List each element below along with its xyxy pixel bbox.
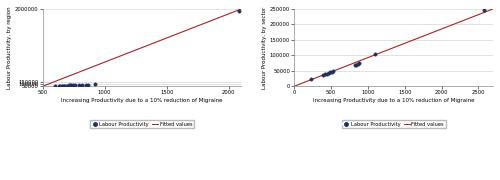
Point [354,62,362,65]
Legend: Labour Productivity, Fitted values: Labour Productivity, Fitted values [90,120,194,129]
Point [62,84,70,87]
Legend: Labour Productivity, Fitted values: Labour Productivity, Fitted values [342,120,446,129]
Point [82,83,90,86]
Point [330,69,338,72]
Point [321,73,329,76]
Point [84,83,92,86]
Point [372,52,380,55]
Point [51,85,59,87]
Point [56,84,64,87]
Point [74,84,82,86]
Point [355,61,363,64]
Point [235,9,243,12]
Point [78,83,86,86]
Point [90,83,98,86]
Point [71,84,79,87]
Point [350,64,358,67]
Point [67,84,75,87]
Point [59,84,67,87]
Point [62,84,70,87]
Point [480,9,488,12]
X-axis label: Increasing Productivity due to a 10% reduction of Migraine: Increasing Productivity due to a 10% red… [313,98,474,103]
Y-axis label: Labour Productivity, by sector: Labour Productivity, by sector [262,6,267,89]
Point [325,71,333,74]
Point [66,84,74,87]
Point [326,71,334,74]
Point [324,72,332,75]
Point [64,84,72,87]
Point [58,84,66,87]
Point [54,85,62,87]
Point [60,84,68,87]
Y-axis label: Labour Productivity, by region: Labour Productivity, by region [7,6,12,89]
Point [307,78,315,81]
X-axis label: Increasing Productivity due to a 10% reduction of Migraine: Increasing Productivity due to a 10% red… [61,98,222,103]
Point [69,84,77,87]
Point [319,73,327,76]
Point [328,70,336,73]
Point [352,63,360,66]
